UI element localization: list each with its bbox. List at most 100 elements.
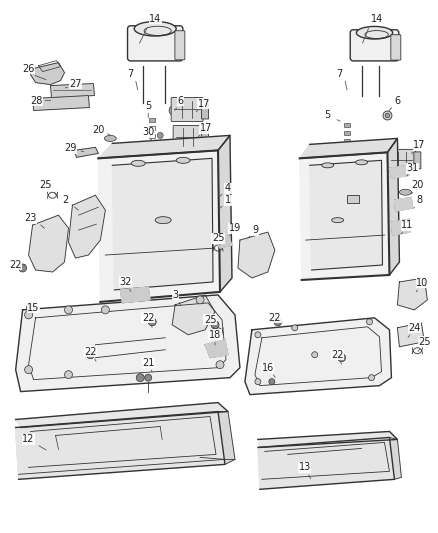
Text: 21: 21 <box>142 358 154 368</box>
Text: 19: 19 <box>228 223 240 233</box>
Text: 22: 22 <box>331 350 343 360</box>
Text: 4: 4 <box>224 183 230 193</box>
Circle shape <box>27 304 35 312</box>
Text: 18: 18 <box>208 330 221 340</box>
Circle shape <box>169 106 179 116</box>
Circle shape <box>21 266 25 270</box>
Text: 28: 28 <box>30 95 42 106</box>
Circle shape <box>18 264 27 272</box>
Polygon shape <box>244 318 391 394</box>
Polygon shape <box>394 197 411 211</box>
Text: 22: 22 <box>84 347 96 357</box>
Circle shape <box>157 132 163 139</box>
FancyBboxPatch shape <box>174 31 184 60</box>
FancyBboxPatch shape <box>388 149 414 171</box>
Ellipse shape <box>176 157 190 163</box>
Polygon shape <box>50 84 94 98</box>
Text: 25: 25 <box>211 233 224 243</box>
Text: 15: 15 <box>27 303 40 313</box>
Text: 14: 14 <box>149 14 161 24</box>
Circle shape <box>215 361 223 369</box>
Ellipse shape <box>155 216 171 224</box>
Text: 16: 16 <box>261 362 273 373</box>
Circle shape <box>254 332 260 338</box>
Circle shape <box>211 321 219 329</box>
Circle shape <box>64 370 72 378</box>
Ellipse shape <box>399 189 410 195</box>
Text: 11: 11 <box>400 220 413 230</box>
Text: 32: 32 <box>119 277 131 287</box>
Text: 6: 6 <box>393 95 399 106</box>
Polygon shape <box>215 235 231 248</box>
Polygon shape <box>299 152 389 280</box>
Polygon shape <box>98 150 219 302</box>
Text: 25: 25 <box>417 337 430 347</box>
Text: 3: 3 <box>172 290 178 300</box>
Polygon shape <box>16 295 240 392</box>
Bar <box>346 195 358 203</box>
Circle shape <box>367 375 374 381</box>
Polygon shape <box>396 278 426 310</box>
Text: 9: 9 <box>252 225 258 235</box>
Circle shape <box>268 378 274 385</box>
Polygon shape <box>257 432 396 447</box>
Ellipse shape <box>356 27 392 39</box>
Polygon shape <box>257 438 394 489</box>
Circle shape <box>88 353 92 357</box>
Text: 2: 2 <box>62 195 68 205</box>
Polygon shape <box>389 165 409 178</box>
Bar <box>149 134 155 139</box>
Text: 13: 13 <box>298 462 310 472</box>
Text: 27: 27 <box>69 78 81 88</box>
Ellipse shape <box>321 163 333 168</box>
Text: 24: 24 <box>407 323 420 333</box>
Polygon shape <box>98 135 230 158</box>
Circle shape <box>145 374 152 381</box>
Polygon shape <box>218 411 234 464</box>
Polygon shape <box>28 215 68 272</box>
Circle shape <box>150 320 154 324</box>
Circle shape <box>25 311 32 319</box>
Polygon shape <box>120 287 150 303</box>
Circle shape <box>275 320 279 324</box>
Polygon shape <box>172 295 215 335</box>
Polygon shape <box>218 135 231 292</box>
Circle shape <box>136 374 144 382</box>
Bar <box>149 118 155 123</box>
Circle shape <box>64 306 72 314</box>
FancyBboxPatch shape <box>171 98 203 122</box>
FancyBboxPatch shape <box>390 35 400 60</box>
FancyBboxPatch shape <box>201 128 208 147</box>
Bar <box>149 126 155 131</box>
Polygon shape <box>16 402 227 427</box>
Text: 30: 30 <box>142 127 154 138</box>
Bar <box>343 124 349 127</box>
Text: 20: 20 <box>92 125 104 135</box>
Text: 20: 20 <box>410 180 423 190</box>
Circle shape <box>212 323 216 327</box>
Circle shape <box>171 108 176 113</box>
Circle shape <box>25 366 32 374</box>
Polygon shape <box>309 160 381 270</box>
Text: 17: 17 <box>412 140 424 150</box>
Circle shape <box>146 376 149 379</box>
Circle shape <box>273 318 281 326</box>
Circle shape <box>337 354 345 362</box>
Polygon shape <box>205 340 227 358</box>
Text: 17: 17 <box>199 124 212 133</box>
Circle shape <box>382 111 391 120</box>
Circle shape <box>138 376 142 379</box>
Polygon shape <box>387 139 399 275</box>
FancyBboxPatch shape <box>173 125 203 149</box>
Circle shape <box>311 352 317 358</box>
Text: 7: 7 <box>336 69 342 78</box>
Polygon shape <box>74 148 98 157</box>
Ellipse shape <box>355 160 367 165</box>
Circle shape <box>101 306 109 314</box>
Polygon shape <box>32 95 89 110</box>
Text: 22: 22 <box>268 313 280 323</box>
Text: 5: 5 <box>145 101 151 110</box>
Polygon shape <box>389 438 400 479</box>
Polygon shape <box>299 139 396 158</box>
Text: 29: 29 <box>64 143 77 154</box>
